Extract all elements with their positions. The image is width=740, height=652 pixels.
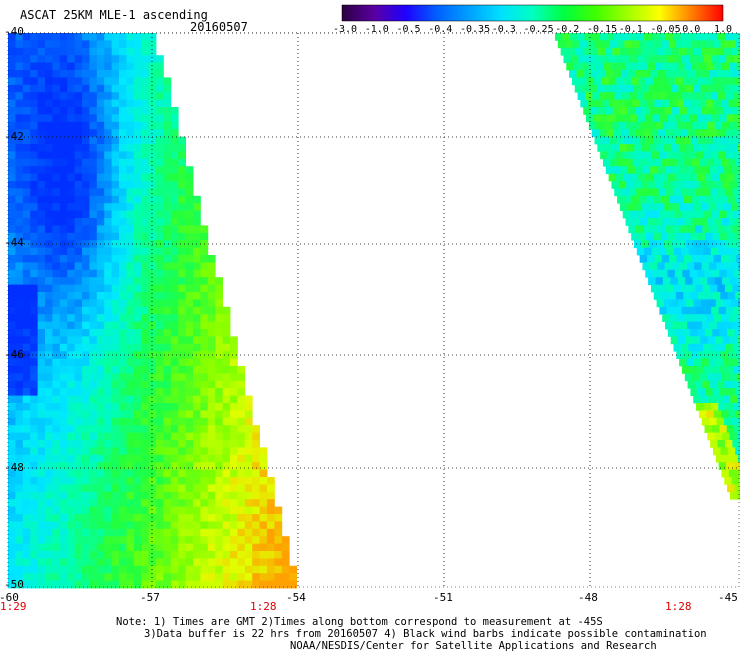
time-label-left: 1:29 [0,601,27,613]
note-line-2: 3)Data buffer is 22 hrs from 20160507 4)… [144,628,707,640]
lon-label-51: -51 [433,592,453,604]
swath-right [555,33,740,500]
note-line-3: NOAA/NESDIS/Center for Satellite Applica… [290,640,657,652]
lat-label-46: -46 [4,349,24,361]
lon-label-57: -57 [140,592,160,604]
swath-map [0,0,740,600]
lat-label-42: -42 [4,131,24,143]
lon-label-54: -54 [286,592,306,604]
time-label-mid: 1:28 [250,601,277,613]
note-line-1: Note: 1) Times are GMT 2)Times along bot… [116,616,603,628]
lat-label-50: -50 [4,579,24,591]
lon-label-48: -48 [578,592,598,604]
time-label-right: 1:28 [665,601,692,613]
lon-label-45: -45 [718,592,738,604]
lat-label-40: -40 [4,26,24,38]
lat-label-44: -44 [4,237,24,249]
swath-left [8,33,297,588]
lat-label-48: -48 [4,462,24,474]
